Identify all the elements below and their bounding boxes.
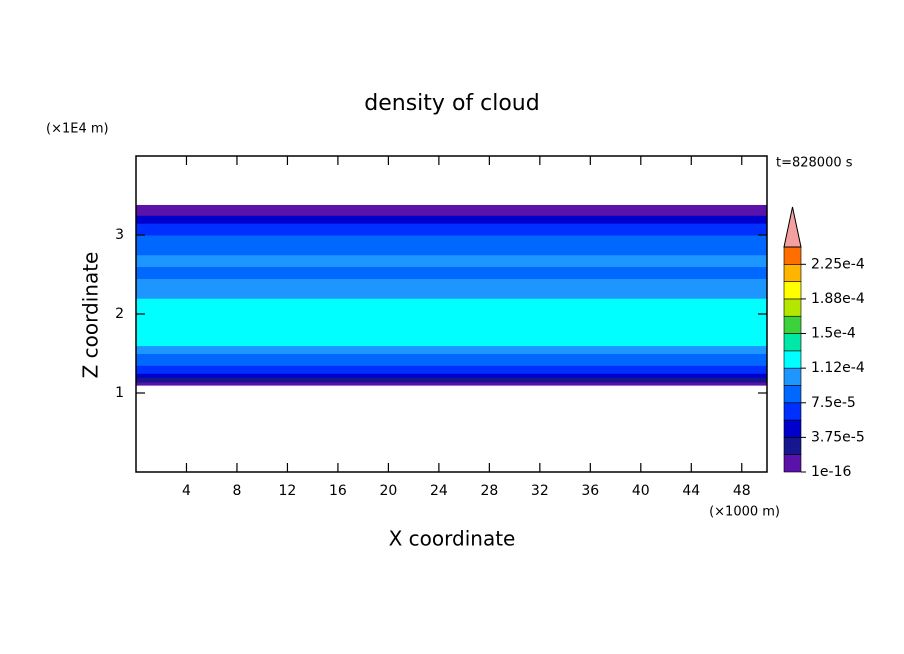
x-tick-label: 44 xyxy=(682,483,700,499)
x-tick-label: 8 xyxy=(232,483,241,499)
x-tick-label: 32 xyxy=(531,483,549,499)
x-tick-label: 24 xyxy=(430,483,448,499)
colorbar-tick-label: 1.88e-4 xyxy=(811,291,865,307)
contour-band xyxy=(136,381,767,386)
colorbar-band xyxy=(783,298,802,317)
colorbar-tick-label: 1.5e-4 xyxy=(811,326,856,342)
colorbar-band xyxy=(783,402,802,421)
colorbar-band xyxy=(783,454,802,473)
x-tick-label: 4 xyxy=(182,483,191,499)
x-tick-label: 28 xyxy=(480,483,498,499)
contour-band xyxy=(136,353,767,366)
colorbar-tick-label: 2.25e-4 xyxy=(811,256,865,272)
colorbar-tick-label: 1.12e-4 xyxy=(811,360,865,376)
x-tick-label: 16 xyxy=(329,483,347,499)
colorbar-band xyxy=(783,419,802,438)
contour-band xyxy=(136,266,767,279)
colorbar-tick-label: 3.75e-5 xyxy=(811,429,865,445)
colorbar-extend xyxy=(783,206,802,248)
x-tick-label: 40 xyxy=(632,483,650,499)
contour-band xyxy=(136,254,767,268)
colorbar-band xyxy=(783,437,802,455)
x-axis-label: X coordinate xyxy=(389,527,516,551)
contour-band xyxy=(136,365,767,374)
colorbar-band xyxy=(783,385,802,404)
contour-band xyxy=(136,298,767,347)
y-tick-label: 3 xyxy=(115,227,124,243)
time-annotation: t=828000 s xyxy=(776,156,853,171)
y-axis-label: Z coordinate xyxy=(79,252,103,379)
x-tick-label: 36 xyxy=(581,483,599,499)
x-unit: (×1000 m) xyxy=(709,505,780,520)
contour-band xyxy=(136,278,767,299)
colorbar-band xyxy=(783,315,802,334)
colorbar-band xyxy=(783,367,802,386)
contour-band xyxy=(136,235,767,256)
colorbar-tick-label: 7.5e-5 xyxy=(811,395,856,411)
contour-band xyxy=(136,223,767,236)
y-tick-label: 1 xyxy=(115,385,124,401)
colorbar-band xyxy=(783,264,802,282)
contour-band xyxy=(136,204,767,216)
x-tick-label: 48 xyxy=(733,483,751,499)
colorbar-tick-label: 1e-16 xyxy=(811,464,851,480)
colorbar-band xyxy=(783,281,802,300)
y-tick-label: 2 xyxy=(115,306,124,322)
colorbar-band xyxy=(783,350,802,369)
contour-band xyxy=(136,215,767,224)
x-tick-label: 20 xyxy=(379,483,397,499)
chart-title: density of cloud xyxy=(364,91,539,116)
colorbar-band xyxy=(783,246,802,265)
x-tick-label: 12 xyxy=(279,483,297,499)
colorbar-band xyxy=(783,333,802,352)
contour-band xyxy=(136,373,767,378)
contour-band xyxy=(136,377,767,383)
contour-band xyxy=(136,345,767,354)
y-unit: (×1E4 m) xyxy=(46,122,109,137)
